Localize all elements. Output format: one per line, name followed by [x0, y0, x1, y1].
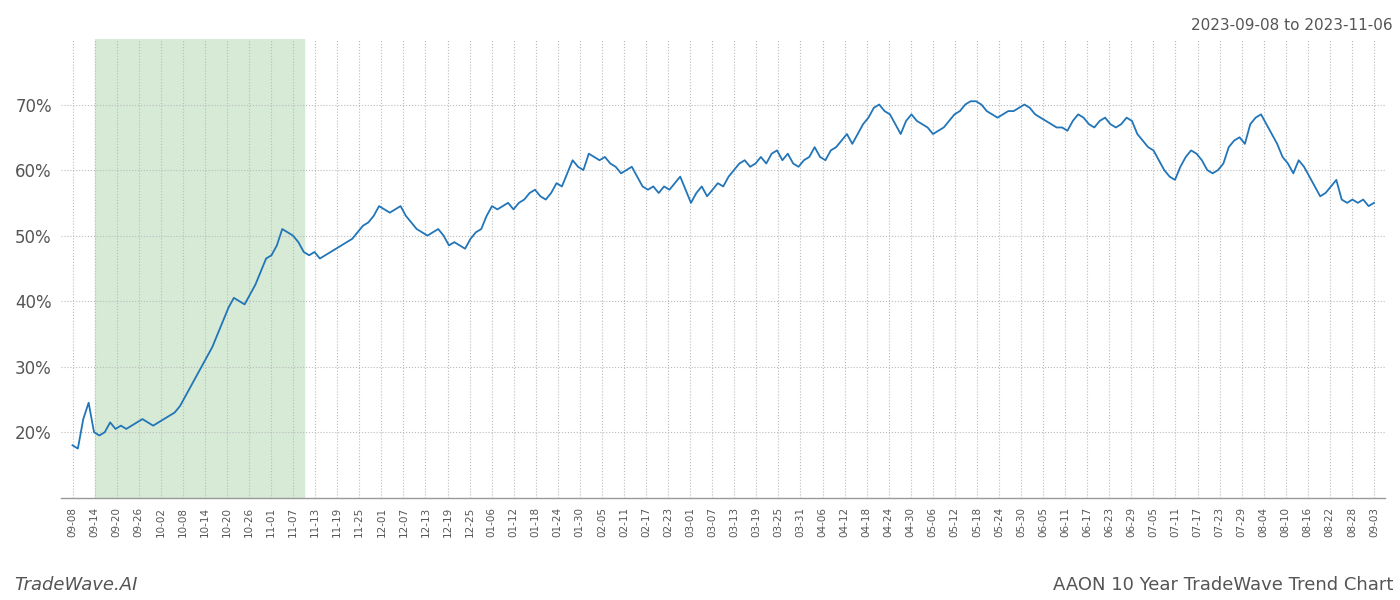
Text: TradeWave.AI: TradeWave.AI [14, 576, 137, 594]
Text: AAON 10 Year TradeWave Trend Chart: AAON 10 Year TradeWave Trend Chart [1053, 576, 1393, 594]
Text: 2023-09-08 to 2023-11-06: 2023-09-08 to 2023-11-06 [1191, 18, 1393, 33]
Bar [95, 39, 304, 498]
